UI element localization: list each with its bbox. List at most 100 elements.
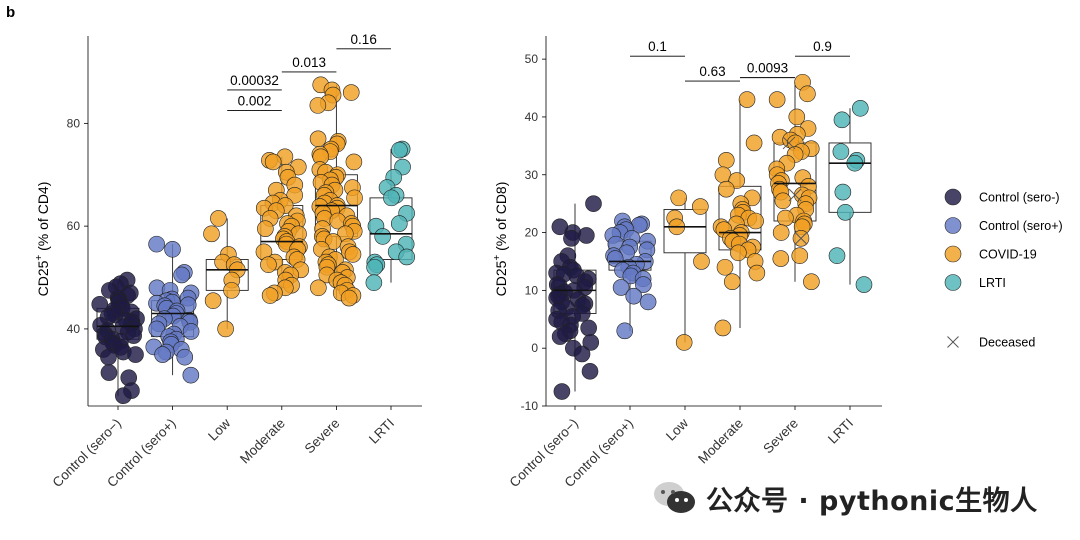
data-point xyxy=(581,363,599,380)
y-tick-label: 60 xyxy=(67,219,81,233)
data-point xyxy=(723,273,741,291)
x-tick-label: Moderate xyxy=(695,416,746,467)
y-axis-label-rest: (% of CD4) xyxy=(35,182,51,255)
data-point xyxy=(204,292,222,309)
p-value-label: 0.1 xyxy=(648,39,667,54)
data-point xyxy=(837,204,854,221)
p-value-label: 0.63 xyxy=(699,64,725,79)
watermark: 公众号 · pythonic生物人 xyxy=(652,474,1038,522)
y-tick-label: 80 xyxy=(67,116,81,130)
data-point xyxy=(768,91,786,108)
data-point xyxy=(714,319,732,337)
data-point xyxy=(260,256,277,273)
data-point xyxy=(625,287,643,305)
data-point xyxy=(578,227,595,244)
data-point xyxy=(210,210,227,227)
data-point xyxy=(582,334,600,351)
x-tick-label: LRTI xyxy=(825,416,856,447)
data-point xyxy=(833,111,851,129)
y-tick-label: 20 xyxy=(525,226,539,240)
data-point xyxy=(203,225,220,243)
data-point xyxy=(223,282,240,299)
y-tick-label: 10 xyxy=(525,283,539,297)
legend-deceased-stroke xyxy=(947,336,959,348)
data-point xyxy=(738,91,756,108)
data-point xyxy=(391,141,408,159)
legend-swatch xyxy=(944,274,962,291)
legend-swatch xyxy=(944,245,962,263)
deceased-marker xyxy=(794,231,808,245)
y-tick-label: 40 xyxy=(525,110,539,124)
data-point xyxy=(803,273,820,291)
x-tick-label: Low xyxy=(205,415,233,443)
data-point xyxy=(127,346,144,363)
x-tick-label: Low xyxy=(663,415,691,443)
y-tick-label: -10 xyxy=(521,399,539,413)
data-point xyxy=(346,189,363,207)
p-value-label: 0.00032 xyxy=(230,73,279,88)
y-tick-label: 50 xyxy=(525,52,539,66)
deceased-marker xyxy=(788,188,802,202)
data-point xyxy=(176,348,194,366)
data-point xyxy=(772,250,790,267)
p-value-label: 0.9 xyxy=(813,39,832,54)
data-point xyxy=(324,233,342,250)
legend-label: LRTI xyxy=(979,276,1006,290)
data-point xyxy=(173,266,190,284)
data-point xyxy=(580,319,597,337)
y-axis-label-main: CD25 xyxy=(35,260,51,296)
data-point xyxy=(91,295,109,313)
data-point xyxy=(573,345,591,363)
data-point xyxy=(309,130,327,148)
legend-deceased-marker xyxy=(947,336,959,348)
data-point xyxy=(345,153,363,171)
y-tick-label: 0 xyxy=(531,341,538,355)
x-tick-label: Moderate xyxy=(237,416,288,467)
data-point xyxy=(257,220,274,238)
data-point xyxy=(748,264,766,282)
legend-label: Control (sero-) xyxy=(979,191,1060,205)
legend-deceased-label: Deceased xyxy=(979,336,1035,350)
y-axis-label-rest: (% of CD8) xyxy=(493,182,509,255)
y-tick-label: 30 xyxy=(525,168,539,182)
data-point xyxy=(788,108,806,126)
data-point xyxy=(563,230,580,247)
data-point xyxy=(344,246,362,263)
data-point xyxy=(828,247,846,264)
y-axis-label-main: CD25 xyxy=(493,260,509,296)
data-point xyxy=(398,248,416,266)
data-point xyxy=(340,289,358,307)
data-point xyxy=(100,348,117,366)
y-axis-label: CD25+ (% of CD8) xyxy=(492,182,509,297)
data-point xyxy=(383,189,400,207)
data-point xyxy=(342,84,360,101)
data-point xyxy=(717,151,735,169)
legend-swatch xyxy=(944,217,962,234)
data-point xyxy=(692,198,709,215)
panel-label: b xyxy=(6,4,16,21)
legend: Control (sero-) Control (sero+) COVID-19 LR… xyxy=(944,188,1063,350)
data-point xyxy=(639,293,657,311)
p-value-label: 0.002 xyxy=(238,94,272,109)
data-point xyxy=(115,387,132,405)
data-point xyxy=(182,366,200,384)
data-point xyxy=(716,258,734,276)
data-point xyxy=(264,153,282,171)
deceased-marker-stroke xyxy=(782,136,796,150)
data-point xyxy=(164,240,181,258)
data-point xyxy=(553,383,571,400)
x-tick-label: Severe xyxy=(760,416,801,457)
y-tick-label: 40 xyxy=(67,322,81,336)
data-point xyxy=(832,143,850,160)
legend-swatch xyxy=(944,188,962,206)
data-point xyxy=(852,99,869,117)
data-point xyxy=(310,279,327,297)
data-point xyxy=(148,235,165,253)
data-point xyxy=(148,320,166,338)
data-point xyxy=(834,183,852,201)
data-point xyxy=(261,287,279,304)
data-point xyxy=(551,328,569,345)
